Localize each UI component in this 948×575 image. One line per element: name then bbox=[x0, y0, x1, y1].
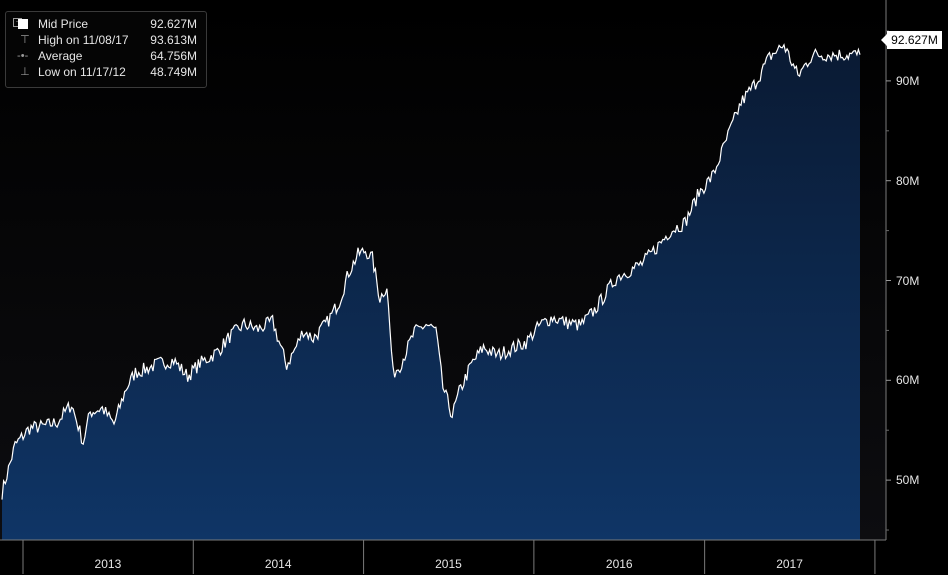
legend-value: 64.756M bbox=[150, 49, 197, 63]
y-axis-ticks bbox=[886, 30, 891, 531]
high-marker-icon: ⊤ bbox=[14, 34, 30, 46]
x-tick-label: 2014 bbox=[264, 557, 292, 571]
legend-row-high[interactable]: ⊤ High on 11/08/17 93.613M bbox=[14, 32, 202, 48]
legend-label: Low on 11/17/12 bbox=[38, 65, 126, 79]
legend-row-mid-price[interactable]: − Mid Price 92.627M bbox=[13, 16, 202, 32]
chart-legend[interactable]: − Mid Price 92.627M ⊤ High on 11/08/17 9… bbox=[5, 11, 207, 88]
price-area-fill bbox=[2, 44, 860, 541]
x-axis-ticks bbox=[22, 540, 876, 574]
y-tick-label: 70M bbox=[896, 273, 920, 288]
legend-row-low[interactable]: ⊥ Low on 11/17/12 48.749M bbox=[14, 64, 202, 80]
legend-value: 92.627M bbox=[150, 17, 197, 31]
legend-row-average[interactable]: -•- Average 64.756M bbox=[14, 48, 202, 64]
x-tick-label: 2013 bbox=[94, 557, 122, 571]
y-tick-label: 60M bbox=[896, 373, 920, 388]
low-marker-icon: ⊥ bbox=[14, 66, 30, 78]
average-marker-icon: -•- bbox=[14, 50, 29, 62]
x-tick-label: 2017 bbox=[776, 557, 803, 571]
legend-swatch-icon: − bbox=[13, 16, 34, 32]
y-tick-label: 50M bbox=[896, 473, 920, 488]
legend-value: 93.613M bbox=[150, 33, 197, 47]
mid-price-series-line bbox=[1, 43, 861, 500]
legend-label: Average bbox=[38, 49, 83, 63]
x-tick-label: 2016 bbox=[605, 557, 633, 571]
legend-value: 48.749M bbox=[150, 65, 197, 79]
last-price-tag: 92.627M bbox=[881, 31, 942, 49]
legend-label: Mid Price bbox=[38, 17, 89, 31]
y-tick-label: 90M bbox=[896, 73, 920, 88]
x-tick-label: 2015 bbox=[435, 557, 462, 571]
y-tick-label: 80M bbox=[896, 173, 920, 188]
legend-label: High on 11/08/17 bbox=[38, 33, 129, 47]
